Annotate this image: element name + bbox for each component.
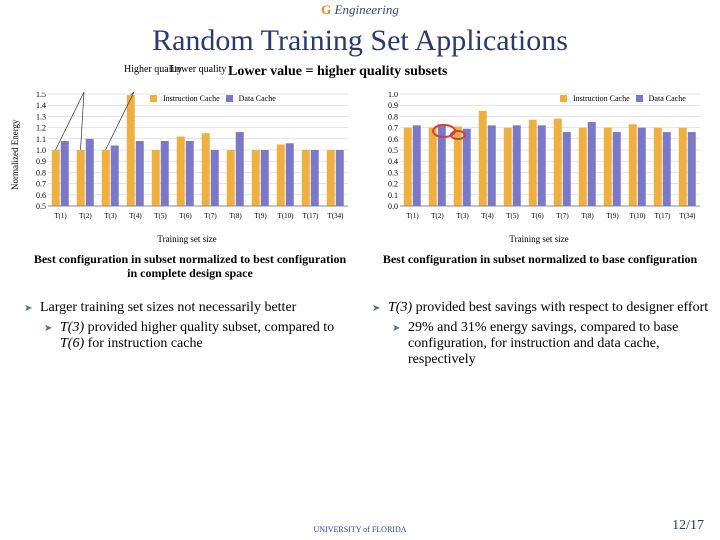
svg-text:1.0: 1.0 bbox=[388, 92, 398, 99]
bullets-right: ➤T(3) provided best savings with respect… bbox=[372, 300, 712, 372]
chevron-icon: ➤ bbox=[392, 320, 408, 368]
svg-text:1.3: 1.3 bbox=[36, 112, 46, 121]
svg-text:T(7): T(7) bbox=[556, 212, 569, 220]
chart-right: 0.0 0.1 0.2 0.3 0.4 0.5 0.6 0.7 0.8 0.9 1.0 T(1) T(2… bbox=[376, 92, 702, 220]
svg-text:0.8: 0.8 bbox=[388, 112, 398, 121]
bullet-text: 29% and 31% energy savings, compared to … bbox=[408, 320, 712, 368]
svg-text:1.5: 1.5 bbox=[36, 92, 46, 99]
svg-text:0.5: 0.5 bbox=[36, 202, 46, 211]
svg-text:1.0: 1.0 bbox=[36, 146, 46, 155]
x-axis-label-left: Training set size bbox=[24, 234, 350, 244]
header-logo: G Engineering bbox=[321, 2, 399, 18]
svg-text:T(9): T(9) bbox=[254, 212, 267, 220]
svg-text:T(10): T(10) bbox=[630, 212, 647, 220]
lower-quality-label: Lower quality bbox=[170, 64, 226, 75]
subtitle: Lower value = higher quality subsets bbox=[228, 64, 447, 80]
svg-text:T(2): T(2) bbox=[79, 212, 92, 220]
svg-text:T(3): T(3) bbox=[456, 212, 469, 220]
svg-text:T(4): T(4) bbox=[481, 212, 494, 220]
svg-text:0.5: 0.5 bbox=[388, 146, 398, 155]
page-number: 12/17 bbox=[672, 518, 704, 534]
y-axis-label-left: Normalized Energy bbox=[10, 119, 20, 190]
svg-text:T(34): T(34) bbox=[680, 212, 697, 220]
svg-text:0.7: 0.7 bbox=[388, 124, 398, 133]
page-title: Random Training Set Applications bbox=[0, 24, 720, 58]
svg-text:T(34): T(34) bbox=[328, 212, 345, 220]
svg-text:T(17): T(17) bbox=[655, 212, 672, 220]
svg-text:0.6: 0.6 bbox=[388, 135, 398, 144]
svg-text:T(4): T(4) bbox=[129, 212, 142, 220]
bullet-text: T(3) provided best savings with respect … bbox=[388, 300, 708, 316]
svg-text:T(17): T(17) bbox=[303, 212, 320, 220]
svg-text:T(8): T(8) bbox=[229, 212, 242, 220]
svg-text:0.7: 0.7 bbox=[36, 180, 46, 189]
svg-text:T(5): T(5) bbox=[506, 212, 519, 220]
x-axis-label-right: Training set size bbox=[376, 234, 702, 244]
svg-text:0.8: 0.8 bbox=[36, 168, 46, 177]
caption-left: Best configuration in subset normalized … bbox=[30, 252, 350, 281]
svg-text:T(1): T(1) bbox=[406, 212, 419, 220]
svg-text:0.9: 0.9 bbox=[388, 101, 398, 110]
chevron-icon: ➤ bbox=[24, 300, 40, 316]
svg-text:1.4: 1.4 bbox=[36, 101, 46, 110]
svg-text:T(10): T(10) bbox=[278, 212, 295, 220]
svg-text:T(6): T(6) bbox=[531, 212, 544, 220]
footer-logo: UNIVERSITY of FLORIDA bbox=[313, 525, 406, 534]
svg-text:0.2: 0.2 bbox=[388, 180, 398, 189]
bullet-text: T(3) provided higher quality subset, com… bbox=[60, 320, 354, 352]
chart-left: 0.5 0.6 0.7 0.8 0.9 1.0 1.1 1.2 1.3 1.4 1.5 T(1) T(2… bbox=[24, 92, 350, 220]
legend-left: Instruction Cache Data Cache bbox=[150, 94, 276, 103]
svg-text:0.0: 0.0 bbox=[388, 202, 398, 211]
svg-text:T(8): T(8) bbox=[581, 212, 594, 220]
svg-text:T(5): T(5) bbox=[154, 212, 167, 220]
svg-text:T(7): T(7) bbox=[204, 212, 217, 220]
caption-right: Best configuration in subset normalized … bbox=[380, 252, 700, 266]
svg-text:T(1): T(1) bbox=[54, 212, 67, 220]
svg-text:T(2): T(2) bbox=[431, 212, 444, 220]
svg-text:0.6: 0.6 bbox=[36, 191, 46, 200]
svg-text:1.2: 1.2 bbox=[36, 124, 46, 133]
bullets-left: ➤Larger training set sizes not necessari… bbox=[24, 300, 354, 356]
svg-text:1.1: 1.1 bbox=[36, 135, 46, 144]
annotation-oval-2 bbox=[450, 130, 466, 140]
bullet-text: Larger training set sizes not necessaril… bbox=[40, 300, 296, 316]
svg-text:T(9): T(9) bbox=[606, 212, 619, 220]
svg-text:T(6): T(6) bbox=[179, 212, 192, 220]
svg-text:0.4: 0.4 bbox=[388, 157, 398, 166]
svg-text:0.9: 0.9 bbox=[36, 157, 46, 166]
legend-right: Instruction Cache Data Cache bbox=[560, 94, 686, 103]
svg-text:T(3): T(3) bbox=[104, 212, 117, 220]
svg-text:0.1: 0.1 bbox=[388, 191, 398, 200]
chevron-icon: ➤ bbox=[372, 300, 388, 316]
chevron-icon: ➤ bbox=[44, 320, 60, 352]
svg-text:0.3: 0.3 bbox=[388, 168, 398, 177]
